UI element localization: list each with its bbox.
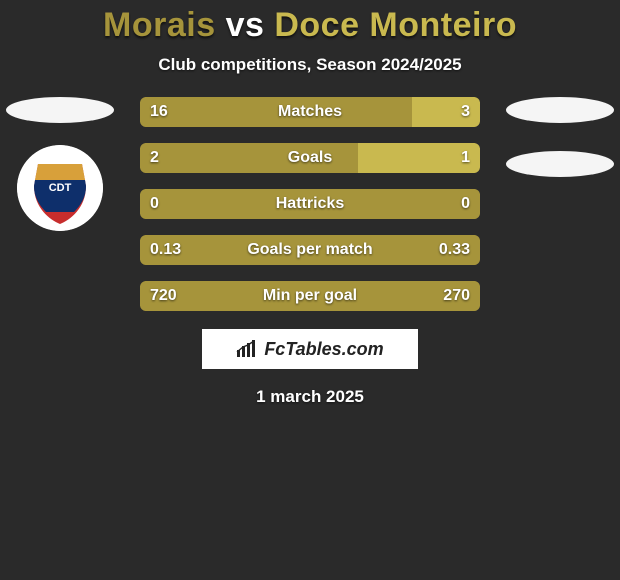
title-player-right: Doce Monteiro bbox=[274, 6, 517, 44]
content-area: CDT 163Matches21Goals00Hattricks0.130.33… bbox=[0, 97, 620, 407]
stat-row: 0.130.33Goals per match bbox=[140, 235, 480, 265]
stat-row: 163Matches bbox=[140, 97, 480, 127]
player-photo-placeholder-right bbox=[506, 97, 614, 123]
stat-row: 21Goals bbox=[140, 143, 480, 173]
bar-fill-left bbox=[140, 97, 412, 127]
stat-bars: 163Matches21Goals00Hattricks0.130.33Goal… bbox=[140, 97, 480, 311]
stat-value-left: 0.13 bbox=[140, 235, 191, 265]
stat-value-left: 720 bbox=[140, 281, 187, 311]
bar-fill-left bbox=[140, 281, 480, 311]
stat-value-left: 16 bbox=[140, 97, 178, 127]
stat-row: 00Hattricks bbox=[140, 189, 480, 219]
stat-value-left: 2 bbox=[140, 143, 169, 173]
page-title: Morais vs Doce Monteiro bbox=[0, 0, 620, 45]
stat-row: 720270Min per goal bbox=[140, 281, 480, 311]
bar-fill-left bbox=[140, 189, 480, 219]
left-player-column: CDT bbox=[0, 97, 120, 231]
right-player-column bbox=[500, 97, 620, 177]
player-photo-placeholder-left bbox=[6, 97, 114, 123]
club-logo-placeholder-right bbox=[506, 151, 614, 177]
stat-value-right: 0 bbox=[451, 189, 480, 219]
stat-value-right: 1 bbox=[451, 143, 480, 173]
bar-chart-icon bbox=[236, 340, 258, 358]
comparison-card: Morais vs Doce Monteiro Club competition… bbox=[0, 0, 620, 580]
date-label: 1 march 2025 bbox=[0, 387, 620, 407]
svg-text:CDT: CDT bbox=[49, 182, 72, 194]
title-player-left: Morais bbox=[103, 6, 216, 44]
subtitle: Club competitions, Season 2024/2025 bbox=[0, 55, 620, 75]
shield-icon: CDT bbox=[17, 145, 103, 231]
stat-value-right: 0.33 bbox=[429, 235, 480, 265]
brand-box[interactable]: FcTables.com bbox=[202, 329, 418, 369]
stat-value-left: 0 bbox=[140, 189, 169, 219]
bar-fill-left bbox=[140, 143, 358, 173]
title-vs: vs bbox=[216, 6, 275, 44]
stat-value-right: 270 bbox=[433, 281, 480, 311]
club-logo-left: CDT bbox=[17, 145, 103, 231]
stat-value-right: 3 bbox=[451, 97, 480, 127]
brand-label: FcTables.com bbox=[264, 339, 383, 360]
